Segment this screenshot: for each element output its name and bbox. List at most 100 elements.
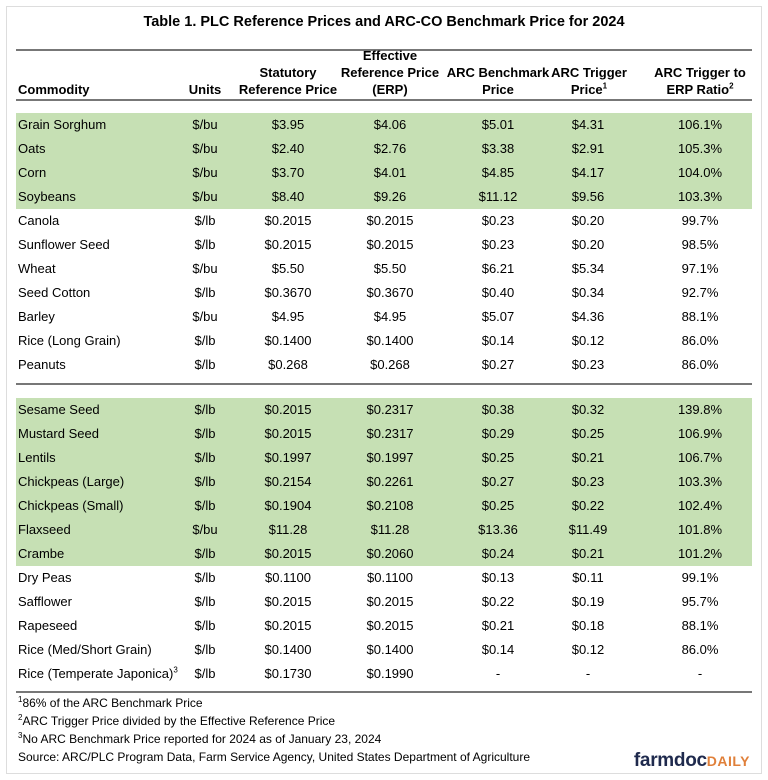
statutory-price-cell: $0.268 [268, 357, 308, 372]
benchmark-price-cell: $0.25 [481, 450, 515, 465]
statutory-price-cell: $0.2015 [264, 546, 312, 561]
table-row: Barley $/bu $4.95 $4.95 $5.07 $4.36 88.1% [16, 305, 752, 329]
divider [16, 49, 752, 51]
trigger-price-cell: $0.21 [571, 546, 605, 561]
commodity-cell: Wheat [18, 261, 56, 276]
table-row: Rapeseed $/lb $0.2015 $0.2015 $0.21 $0.18 88.1… [16, 614, 752, 638]
benchmark-price-cell: $0.21 [481, 618, 515, 633]
table-row: Safflower $/lb $0.2015 $0.2015 $0.22 $0.19 95.… [16, 590, 752, 614]
commodity-cell: Dry Peas [18, 570, 72, 585]
benchmark-price-cell: $3.38 [481, 141, 515, 156]
trigger-price-cell: $0.25 [571, 426, 605, 441]
units-cell: $/bu [192, 165, 218, 180]
trigger-price-cell: $0.19 [571, 594, 605, 609]
units-cell: $/lb [194, 666, 216, 681]
ratio-cell: 139.8% [677, 402, 723, 417]
ratio-cell: 99.1% [681, 570, 719, 585]
benchmark-price-cell: $0.23 [481, 213, 515, 228]
table-row: Grain Sorghum $/bu $3.95 $4.06 $5.01 $4.31 106… [16, 113, 752, 137]
erp-cell: $0.1997 [366, 450, 414, 465]
erp-cell: $0.1990 [366, 666, 414, 681]
ratio-cell: 103.3% [677, 189, 723, 204]
table-row: Rice (Temperate Japonica)3 $/lb $0.1730 $0.… [16, 662, 752, 686]
table-row: Wheat $/bu $5.50 $5.50 $6.21 $5.34 97.1% [16, 257, 752, 281]
trigger-price-cell: $0.12 [571, 333, 605, 348]
trigger-price-cell: $4.36 [571, 309, 605, 324]
erp-cell: $0.2015 [366, 237, 414, 252]
trigger-price-cell: $0.23 [571, 357, 605, 372]
ratio-cell: 86.0% [681, 642, 719, 657]
benchmark-price-cell: $0.23 [481, 237, 515, 252]
ratio-cell: 88.1% [681, 618, 719, 633]
units-cell: $/lb [194, 642, 216, 657]
units-cell: $/bu [192, 189, 218, 204]
divider [16, 99, 752, 101]
units-cell: $/lb [194, 546, 216, 561]
table-row: Oats $/bu $2.40 $2.76 $3.38 $2.91 105.3% [16, 137, 752, 161]
table-row: Sesame Seed $/lb $0.2015 $0.2317 $0.38 $0.32 1… [16, 398, 752, 422]
benchmark-price-cell: $0.25 [481, 498, 515, 513]
ratio-cell: 106.1% [677, 117, 723, 132]
statutory-price-cell: $0.1730 [264, 666, 312, 681]
header-ratio: ARC Trigger to ERP Ratio2 [654, 65, 746, 97]
divider [16, 691, 752, 693]
commodity-cell: Lentils [18, 450, 56, 465]
table-row: Chickpeas (Large) $/lb $0.2154 $0.2261 $0.27… [16, 470, 752, 494]
commodity-cell: Grain Sorghum [18, 117, 107, 132]
trigger-price-cell: $0.18 [571, 618, 605, 633]
trigger-price-cell: $0.21 [571, 450, 605, 465]
commodity-cell: Rice (Temperate Japonica)3 [18, 665, 178, 681]
ratio-cell: 95.7% [681, 594, 719, 609]
units-cell: $/bu [192, 261, 218, 276]
trigger-price-cell: $4.31 [571, 117, 605, 132]
units-cell: $/lb [194, 450, 216, 465]
benchmark-price-cell: $6.21 [481, 261, 515, 276]
erp-cell: $0.268 [370, 357, 410, 372]
table-title: Table 1. PLC Reference Prices and ARC-CO… [143, 14, 625, 30]
table-row: Chickpeas (Small) $/lb $0.1904 $0.2108 $0.25… [16, 494, 752, 518]
statutory-price-cell: $0.3670 [264, 285, 312, 300]
statutory-price-cell: $0.2015 [264, 237, 312, 252]
header-statutory: Statutory Reference Price [238, 65, 338, 97]
commodity-cell: Rice (Med/Short Grain) [18, 642, 152, 657]
commodity-cell: Safflower [18, 594, 72, 609]
units-cell: $/lb [194, 498, 216, 513]
highlight-band [16, 398, 752, 566]
ratio-cell: 97.1% [681, 261, 719, 276]
units-cell: $/lb [194, 357, 216, 372]
commodity-cell: Chickpeas (Small) [18, 498, 124, 513]
footnote: 2ARC Trigger Price divided by the Effect… [18, 713, 336, 729]
trigger-price-cell: $0.20 [571, 237, 605, 252]
ratio-cell: 86.0% [681, 333, 719, 348]
ratio-cell: 88.1% [681, 309, 719, 324]
statutory-price-cell: $0.1400 [264, 642, 312, 657]
farmdoc-daily-logo: farmdocDAILY [633, 750, 750, 771]
benchmark-price-cell: $5.01 [481, 117, 515, 132]
commodity-cell: Peanuts [18, 357, 66, 372]
benchmark-price-cell: - [495, 666, 501, 681]
units-cell: $/lb [194, 618, 216, 633]
table-row: Mustard Seed $/lb $0.2015 $0.2317 $0.29 $0.25… [16, 422, 752, 446]
units-cell: $/bu [192, 117, 218, 132]
statutory-price-cell: $8.40 [271, 189, 305, 204]
commodity-cell: Barley [18, 309, 55, 324]
table-row: Peanuts $/lb $0.268 $0.268 $0.27 $0.23 86.0% [16, 353, 752, 377]
erp-cell: $0.2317 [366, 402, 414, 417]
ratio-cell: 106.9% [677, 426, 723, 441]
benchmark-price-cell: $11.12 [478, 189, 518, 204]
commodity-cell: Seed Cotton [18, 285, 91, 300]
ratio-cell: 102.4% [677, 498, 723, 513]
footnote: Source: ARC/PLC Program Data, Farm Servi… [18, 750, 530, 764]
ratio-cell: 104.0% [677, 165, 723, 180]
trigger-price-cell: $9.56 [571, 189, 605, 204]
table-row: Seed Cotton $/lb $0.3670 $0.3670 $0.40 $0.34 9… [16, 281, 752, 305]
table-row: Rice (Med/Short Grain) $/lb $0.1400 $0.1400… [16, 638, 752, 662]
erp-cell: $9.26 [373, 189, 407, 204]
benchmark-price-cell: $4.85 [481, 165, 515, 180]
trigger-price-cell: $0.12 [571, 642, 605, 657]
trigger-price-cell: $11.49 [568, 522, 608, 537]
commodity-cell: Chickpeas (Large) [18, 474, 125, 489]
benchmark-price-cell: $0.24 [481, 546, 515, 561]
erp-cell: $0.1100 [366, 570, 414, 585]
ratio-cell: 105.3% [677, 141, 723, 156]
